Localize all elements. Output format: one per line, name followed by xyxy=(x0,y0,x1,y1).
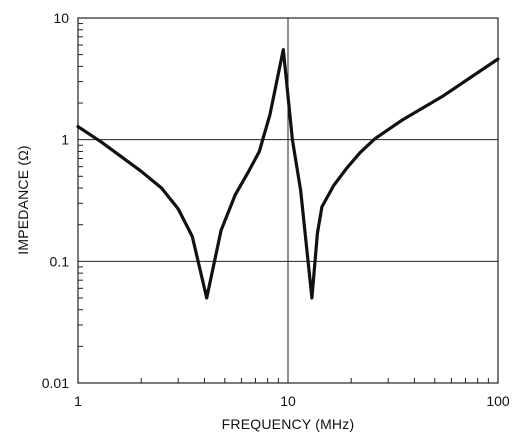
x-tick-label: 100 xyxy=(486,393,510,409)
x-tick-label: 1 xyxy=(74,393,82,409)
x-axis-label: FREQUENCY (MHz) xyxy=(222,416,355,432)
y-tick-label: 10 xyxy=(53,10,69,26)
x-tick-label: 10 xyxy=(280,393,296,409)
minor-ticks xyxy=(78,23,489,383)
tick-labels: 1 10 100 0.01 0.1 1 10 xyxy=(42,10,510,409)
y-axis-label: IMPEDANCE (Ω) xyxy=(15,145,31,255)
y-tick-label: 1 xyxy=(61,132,69,148)
y-tick-label: 0.01 xyxy=(42,375,69,391)
series-line xyxy=(76,48,500,300)
y-tick-label: 0.1 xyxy=(50,253,70,269)
grid-lines xyxy=(78,18,498,383)
